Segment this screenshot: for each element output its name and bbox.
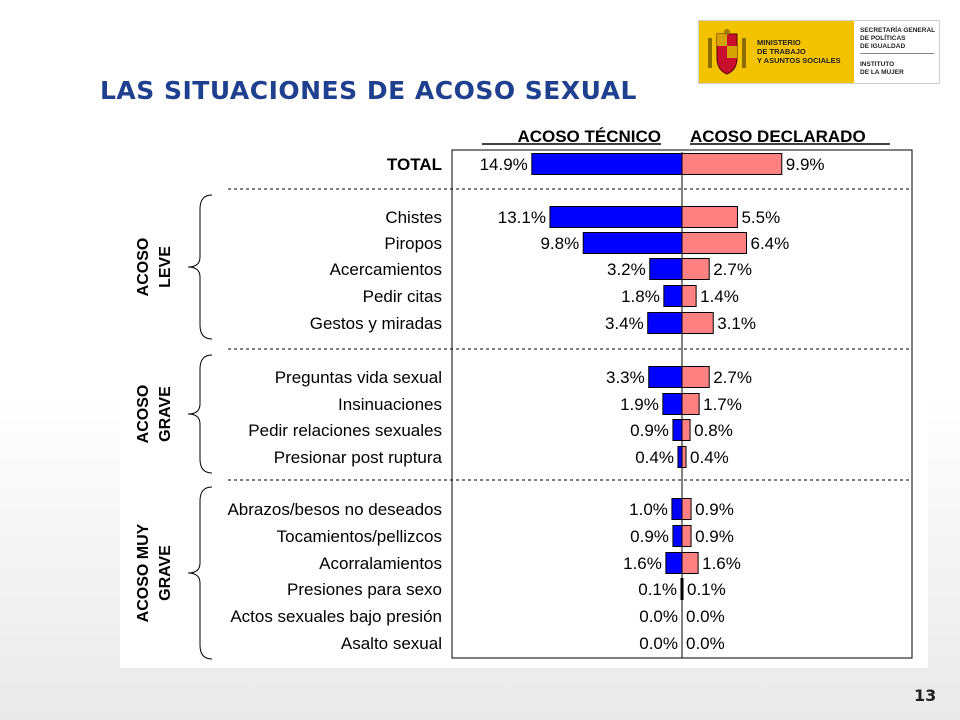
data-label-declarado: 0.4% [690,448,729,467]
bar-tecnico [649,258,683,280]
bar-tecnico [662,393,683,415]
page-number: 13 [914,686,937,705]
data-label-tecnico: 0.9% [630,421,669,440]
category-label: Pedir relaciones sexuales [248,421,442,440]
logo-divider [860,53,934,54]
bar-declarado [681,498,692,520]
category-label: Abrazos/besos no deseados [227,500,442,519]
data-label-tecnico: 1.0% [629,500,668,519]
data-label-tecnico: 0.4% [635,448,674,467]
data-label-tecnico: 3.3% [606,368,645,387]
group-label: GRAVE [157,386,174,442]
category-label: Chistes [385,208,442,227]
bar-declarado [681,525,692,547]
series-header-tecnico: ACOSO TÉCNICO [517,127,661,146]
bar-tecnico [647,312,683,334]
category-label: Acorralamientos [319,554,442,573]
series-header-declarado: ACOSO DECLARADO [690,127,866,146]
group-brace [187,486,213,660]
data-label-declarado: 0.0% [686,607,725,626]
category-label: Pedir citas [363,287,442,306]
bar-declarado [681,258,710,280]
group-label: ACOSO [135,385,152,444]
bar-declarado [681,285,697,307]
secretaria-name: SECRETARÍA GENERAL DE POLÍTICAS DE IGUAL… [860,27,936,50]
data-label-tecnico: 1.8% [621,287,660,306]
data-label-tecnico: 1.9% [620,395,659,414]
data-label-tecnico: 1.6% [623,554,662,573]
group-label: GRAVE [157,545,174,601]
data-label-declarado: 2.7% [713,368,752,387]
data-label-declarado: 0.1% [687,580,726,599]
category-label: Tocamientos/pellizcos [277,527,442,546]
bar-tecnico [648,366,683,388]
data-label-declarado: 1.7% [703,395,742,414]
instituto-name: INSTITUTO DE LA MUJER [860,61,904,76]
bar-declarado [681,153,783,175]
data-label-declarado: 0.9% [695,500,734,519]
bar-tecnico [549,206,683,228]
category-label: Asalto sexual [341,634,442,653]
data-label-tecnico: 0.9% [630,527,669,546]
bar-tecnico [531,153,683,175]
data-label-declarado: 2.7% [713,260,752,279]
category-label: TOTAL [387,155,442,174]
category-label: Presiones para sexo [287,580,442,599]
data-label-tecnico: 0.1% [638,580,677,599]
group-label: ACOSO [135,238,152,297]
bar-declarado [681,552,699,574]
coat-of-arms-icon [708,29,746,75]
category-label: Piropos [384,234,442,253]
data-label-declarado: 1.4% [700,287,739,306]
group-brace [187,354,213,474]
data-label-tecnico: 14.9% [480,155,528,174]
bar-declarado [681,366,710,388]
data-label-tecnico: 0.0% [639,634,678,653]
bar-declarado [681,419,691,441]
slide-title: LAS SITUACIONES DE ACOSO SEXUAL [100,76,637,105]
bar-tecnico [671,498,683,520]
category-label: Gestos y miradas [310,314,442,333]
ministry-name: MINISTERIO DE TRABAJO Y ASUNTOS SOCIALES [757,38,841,65]
bar-tecnico [672,525,683,547]
chart-panel: ACOSO TÉCNICO ACOSO DECLARADO TOTAL 14.9% 9.… [120,120,928,668]
group-label: LEVE [157,246,174,288]
bar-tecnico [582,232,683,254]
bar-declarado [681,312,714,334]
category-label: Insinuaciones [338,395,442,414]
data-label-tecnico: 3.2% [607,260,646,279]
bar-declarado [681,393,700,415]
category-label: Actos sexuales bajo presión [230,607,442,626]
data-label-tecnico: 3.4% [605,314,644,333]
bar-tecnico [665,552,683,574]
data-label-tecnico: 9.8% [540,234,579,253]
bar-declarado [681,206,738,228]
bar-declarado [681,232,748,254]
diverging-bar-chart: ACOSO TÉCNICO ACOSO DECLARADO TOTAL 14.9% 9.… [135,127,913,660]
group-label: ACOSO MUY [135,523,152,622]
group-brace [187,194,213,340]
data-label-tecnico: 0.0% [639,607,678,626]
data-label-declarado: 9.9% [786,155,825,174]
category-label: Presionar post ruptura [274,448,443,467]
data-label-declarado: 0.8% [694,421,733,440]
data-label-declarado: 0.9% [695,527,734,546]
data-label-tecnico: 13.1% [498,208,546,227]
bar-declarado [681,446,687,468]
category-label: Acercamientos [330,260,442,279]
data-label-declarado: 6.4% [751,234,790,253]
bar-tecnico [677,446,683,468]
bar-tecnico [672,419,683,441]
data-label-declarado: 3.1% [717,314,756,333]
data-label-declarado: 1.6% [702,554,741,573]
ministry-logo: MINISTERIO DE TRABAJO Y ASUNTOS SOCIALES… [698,20,940,84]
category-label: Preguntas vida sexual [275,368,442,387]
data-label-declarado: 5.5% [741,208,780,227]
data-label-declarado: 0.0% [686,634,725,653]
bar-tecnico [663,285,683,307]
